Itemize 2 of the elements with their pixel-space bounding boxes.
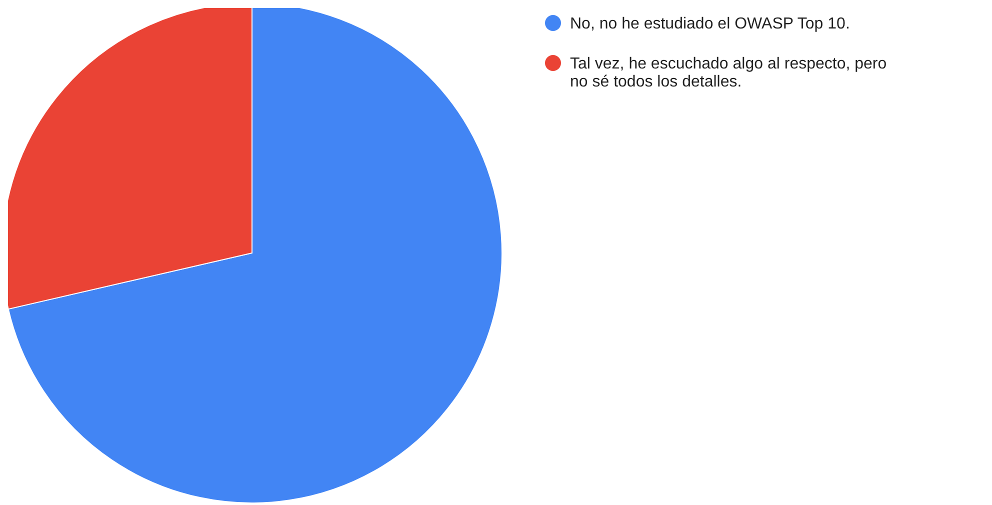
legend-label: Tal vez, he escuchado algo al respecto, pero no sé todos los detalles.: [570, 56, 887, 90]
legend-label: No, no he estudiado el OWASP Top 10.: [570, 16, 850, 32]
